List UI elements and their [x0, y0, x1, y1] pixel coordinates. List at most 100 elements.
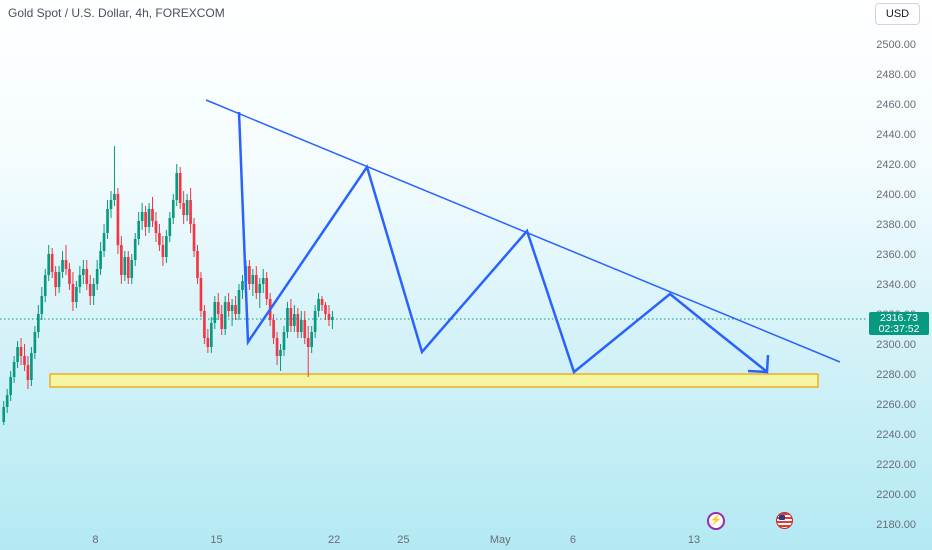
candle[interactable] — [71, 272, 75, 311]
candle[interactable] — [120, 236, 123, 284]
candle[interactable] — [272, 314, 275, 344]
candle[interactable] — [171, 194, 175, 224]
candle[interactable] — [254, 266, 258, 299]
candle[interactable] — [199, 272, 203, 317]
candle[interactable] — [296, 308, 300, 338]
candle[interactable] — [299, 311, 303, 338]
candle[interactable] — [43, 269, 47, 302]
candle[interactable] — [109, 191, 113, 218]
candle[interactable] — [230, 299, 234, 326]
candle[interactable] — [130, 254, 134, 284]
currency-button[interactable]: USD — [875, 3, 920, 25]
candle[interactable] — [293, 305, 296, 332]
candle[interactable] — [210, 317, 213, 353]
candle[interactable] — [223, 296, 227, 335]
candle[interactable] — [9, 371, 12, 401]
candle[interactable] — [26, 356, 30, 389]
candle[interactable] — [64, 245, 68, 275]
candle[interactable] — [102, 224, 106, 257]
candle[interactable] — [68, 263, 71, 290]
candle[interactable] — [5, 389, 9, 413]
candle[interactable] — [75, 281, 78, 308]
candle[interactable] — [234, 296, 237, 320]
candle[interactable] — [275, 332, 279, 365]
candle[interactable] — [95, 260, 99, 290]
candle[interactable] — [137, 212, 140, 245]
candle[interactable] — [19, 338, 23, 365]
candle[interactable] — [54, 266, 57, 296]
candle[interactable] — [178, 167, 182, 209]
candle[interactable] — [227, 293, 230, 317]
candle[interactable] — [161, 236, 165, 266]
candle[interactable] — [279, 344, 282, 371]
candle[interactable] — [265, 272, 269, 305]
candle[interactable] — [282, 326, 286, 356]
candle[interactable] — [37, 305, 40, 338]
candle[interactable] — [320, 296, 324, 311]
time-axis[interactable]: 8 15 22 25 May 6 13 — [92, 534, 700, 546]
candle[interactable] — [47, 245, 51, 281]
candle[interactable] — [113, 146, 116, 206]
descending-trendline[interactable] — [205, 99, 841, 363]
candle[interactable] — [251, 269, 255, 296]
candle[interactable] — [216, 293, 220, 320]
candle[interactable] — [203, 305, 206, 344]
candle[interactable] — [241, 275, 244, 299]
candle[interactable] — [78, 266, 82, 293]
candle[interactable] — [189, 188, 192, 233]
candle[interactable] — [317, 293, 320, 317]
candle[interactable] — [213, 296, 217, 329]
candle[interactable] — [12, 356, 16, 383]
candle[interactable] — [116, 188, 120, 254]
candle[interactable] — [92, 278, 96, 305]
candle[interactable] — [30, 347, 33, 386]
candle[interactable] — [248, 260, 251, 290]
candle[interactable] — [310, 326, 313, 353]
zigzag-pattern[interactable] — [237, 111, 713, 375]
candle[interactable] — [16, 341, 19, 368]
support-zone[interactable] — [49, 373, 819, 388]
candle[interactable] — [61, 251, 64, 278]
candle[interactable] — [40, 287, 44, 320]
candle[interactable] — [237, 284, 241, 320]
candle[interactable] — [158, 224, 161, 251]
projection-arrow-line[interactable] — [711, 327, 767, 372]
candle[interactable] — [123, 251, 127, 281]
candle[interactable] — [126, 251, 130, 284]
candle[interactable] — [306, 326, 310, 377]
candle[interactable] — [261, 269, 265, 293]
candle[interactable] — [331, 311, 334, 329]
candle[interactable] — [23, 344, 26, 371]
candle[interactable] — [175, 164, 179, 206]
candle[interactable] — [206, 329, 210, 353]
candle[interactable] — [147, 203, 151, 233]
candle[interactable] — [151, 197, 154, 227]
candle[interactable] — [33, 326, 37, 359]
us-flag-icon[interactable] — [776, 512, 793, 529]
candle[interactable] — [289, 299, 293, 332]
candle[interactable] — [85, 260, 89, 290]
candle[interactable] — [144, 206, 147, 236]
candle[interactable] — [258, 278, 262, 308]
candle[interactable] — [220, 305, 224, 335]
candle[interactable] — [88, 275, 92, 305]
candle[interactable] — [313, 305, 317, 338]
price-axis[interactable]: 2500.00 2480.00 2460.00 2440.00 2420.00 2400.… — [876, 39, 916, 531]
candle[interactable] — [2, 401, 6, 425]
candle[interactable] — [133, 233, 137, 266]
candle[interactable] — [57, 266, 61, 293]
candle[interactable] — [286, 302, 289, 338]
candle[interactable] — [185, 194, 189, 221]
candle[interactable] — [168, 212, 172, 242]
candle[interactable] — [81, 260, 85, 284]
candle[interactable] — [154, 212, 158, 242]
candle[interactable] — [165, 230, 168, 263]
candle[interactable] — [192, 218, 196, 257]
candle[interactable] — [303, 311, 307, 344]
candle[interactable] — [99, 242, 102, 275]
candle[interactable] — [140, 203, 144, 230]
candle[interactable] — [327, 305, 331, 326]
candle[interactable] — [182, 191, 185, 224]
candle[interactable] — [50, 248, 54, 278]
